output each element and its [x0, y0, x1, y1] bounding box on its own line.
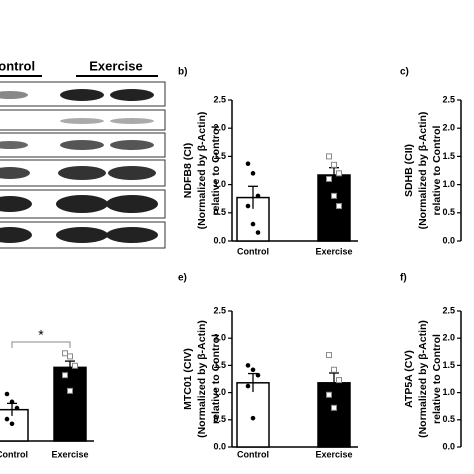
data-point	[67, 387, 73, 394]
data-point	[9, 399, 15, 405]
western-blot: Control Exercise	[0, 58, 166, 249]
y-tick-label: 0.5	[213, 414, 226, 424]
data-point	[245, 161, 251, 167]
blot-group-label: Control	[0, 58, 35, 73]
y-tick-label: 1.0	[213, 179, 226, 189]
data-point	[14, 405, 20, 411]
y-axis-label: relative to Control	[210, 126, 222, 216]
data-point	[336, 377, 342, 384]
y-tick-label: 2.5	[442, 94, 455, 104]
y-tick-label: 0.0	[442, 441, 455, 451]
y-axis-label: ATP5A (CV)	[403, 350, 415, 408]
data-point	[326, 175, 332, 182]
y-tick-label: 1.5	[442, 360, 455, 370]
data-point	[331, 404, 337, 411]
data-point	[331, 192, 337, 199]
y-tick-label: 1.5	[213, 151, 226, 161]
data-point	[250, 367, 256, 373]
y-axis-label: MTC01 (CIV)	[182, 348, 194, 410]
y-axis-label: relative to Control	[431, 126, 443, 216]
data-point	[67, 353, 73, 360]
data-point	[336, 170, 342, 177]
x-tick-label: Exercise	[315, 449, 352, 459]
y-tick-label: 0.5	[442, 207, 455, 217]
data-point	[255, 372, 261, 378]
y-tick-label: 0.0	[442, 235, 455, 245]
y-tick-label: 0.5	[442, 414, 455, 424]
data-point	[72, 362, 78, 369]
y-axis-label: (Normalized by β-Actin)	[417, 112, 429, 230]
x-tick-label: Exercise	[315, 246, 352, 256]
blot-bands	[0, 89, 158, 243]
bar	[0, 408, 29, 442]
y-tick-label: 1.5	[442, 151, 455, 161]
y-tick-label: 1.5	[213, 360, 226, 370]
data-point	[62, 350, 68, 357]
x-tick-label: Control	[0, 449, 28, 459]
bar	[236, 382, 270, 448]
data-point	[255, 193, 261, 199]
x-tick-label: Control	[237, 246, 269, 256]
x-tick-label: Exercise	[51, 449, 88, 459]
significance-bracket	[11, 341, 71, 348]
blot-group-label: Exercise	[89, 58, 143, 73]
x-tick-label: Control	[237, 449, 269, 459]
data-point	[250, 415, 256, 421]
y-tick-label: 2.5	[213, 94, 226, 104]
data-point	[336, 203, 342, 210]
data-point	[250, 221, 256, 227]
bar	[317, 382, 351, 448]
bar	[53, 366, 87, 442]
y-axis-label: (Normalized by β-Actin)	[196, 320, 208, 438]
data-point	[4, 416, 10, 422]
bar	[317, 174, 351, 242]
y-axis-label: NDFB8 (CI)	[182, 143, 194, 198]
y-axis-label: relative to Control	[431, 334, 443, 424]
y-tick-label: 2.0	[442, 333, 455, 343]
y-tick-label: 1.0	[442, 387, 455, 397]
data-point	[255, 230, 261, 235]
y-tick-label: 2.5	[213, 305, 226, 315]
data-point	[245, 203, 251, 209]
blot-frames	[0, 81, 166, 249]
y-tick-label: 0.0	[213, 441, 226, 451]
y-tick-label: 0.0	[213, 235, 226, 245]
data-point	[331, 161, 337, 168]
y-axis-label: (Normalized by β-Actin)	[196, 112, 208, 230]
data-point	[245, 383, 251, 389]
data-point	[326, 153, 332, 160]
data-point	[250, 171, 256, 176]
data-point	[245, 363, 251, 368]
y-tick-label: 2.0	[442, 123, 455, 133]
y-axis-label: SDHB (CII)	[403, 144, 415, 197]
y-tick-label: 2.5	[442, 305, 455, 315]
y-tick-label: 2.0	[213, 123, 226, 133]
y-axis-label: (Normalized by β-Actin)	[417, 320, 429, 438]
y-axis-label: relative to Control	[210, 334, 222, 424]
data-point	[331, 366, 337, 373]
y-tick-label: 2.0	[213, 333, 226, 343]
y-tick-label: 0.5	[213, 207, 226, 217]
data-point	[326, 352, 332, 359]
data-point	[62, 372, 68, 379]
y-tick-label: 1.0	[213, 387, 226, 397]
panel-label: b)	[178, 67, 187, 78]
panel-label: c)	[400, 67, 409, 78]
panel-label: e)	[178, 273, 187, 284]
significance-mark: *	[38, 327, 44, 343]
data-point	[4, 391, 10, 397]
data-point	[9, 421, 15, 427]
y-tick-label: 1.0	[442, 179, 455, 189]
panel-label: f)	[400, 273, 407, 284]
data-point	[326, 391, 332, 398]
